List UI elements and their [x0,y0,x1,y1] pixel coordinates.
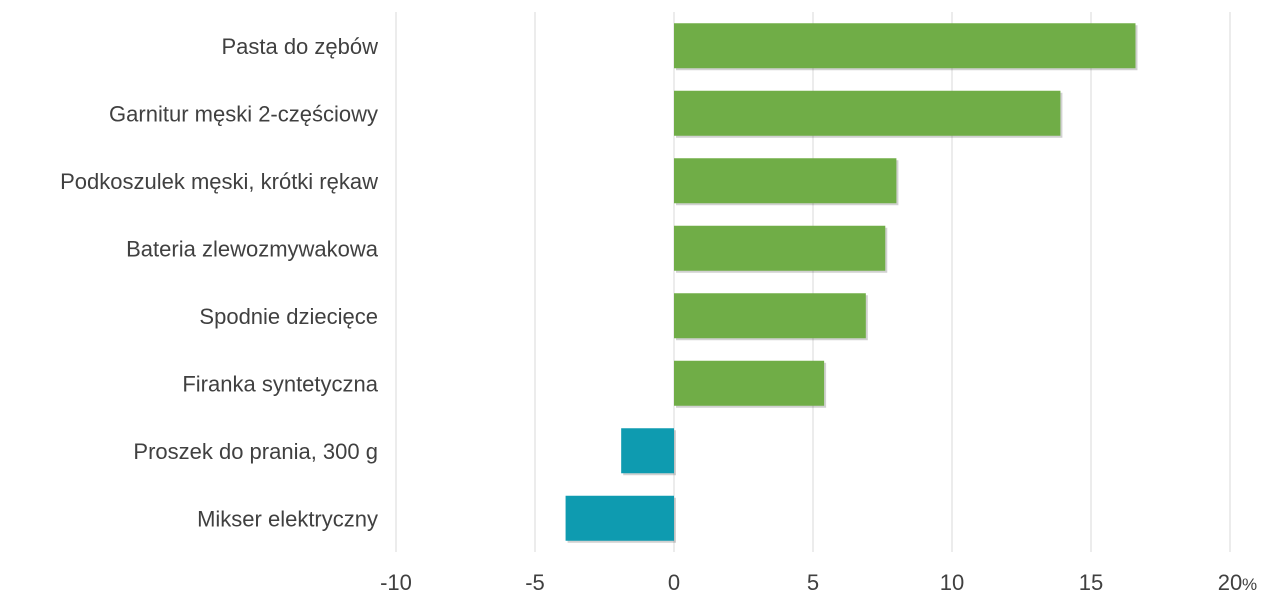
category-label: Bateria zlewozmywakowa [126,236,379,261]
category-label: Podkoszulek męski, krótki rękaw [60,169,378,194]
category-label: Mikser elektryczny [197,506,378,531]
tick-label: -10 [380,570,412,592]
category-label: Proszek do prania, 300 g [133,439,378,464]
tick-label: 0 [668,570,680,592]
x-axis-unit-label: % [1242,575,1257,592]
bar [674,360,825,406]
bar [674,23,1136,69]
x-axis-tick-labels: -10 -5 0 5 10 15 20 [380,570,1242,592]
category-label: Garnitur męski 2-częściowy [109,101,378,126]
tick-label: 20 [1218,570,1242,592]
bar [674,90,1061,136]
tick-label: 5 [807,570,819,592]
bar [674,293,866,339]
bar [565,495,674,541]
bar [674,158,897,204]
category-label: Firanka syntetyczna [182,371,378,396]
bar [621,428,674,474]
category-labels: Pasta do zębów Garnitur męski 2-częściowy… [60,34,379,532]
category-label: Spodnie dziecięce [199,304,378,329]
bars [565,23,1138,543]
tick-label: -5 [525,570,545,592]
tick-label: 15 [1079,570,1103,592]
tick-label: 10 [940,570,964,592]
bar [674,225,886,271]
category-label: Pasta do zębów [221,34,378,59]
